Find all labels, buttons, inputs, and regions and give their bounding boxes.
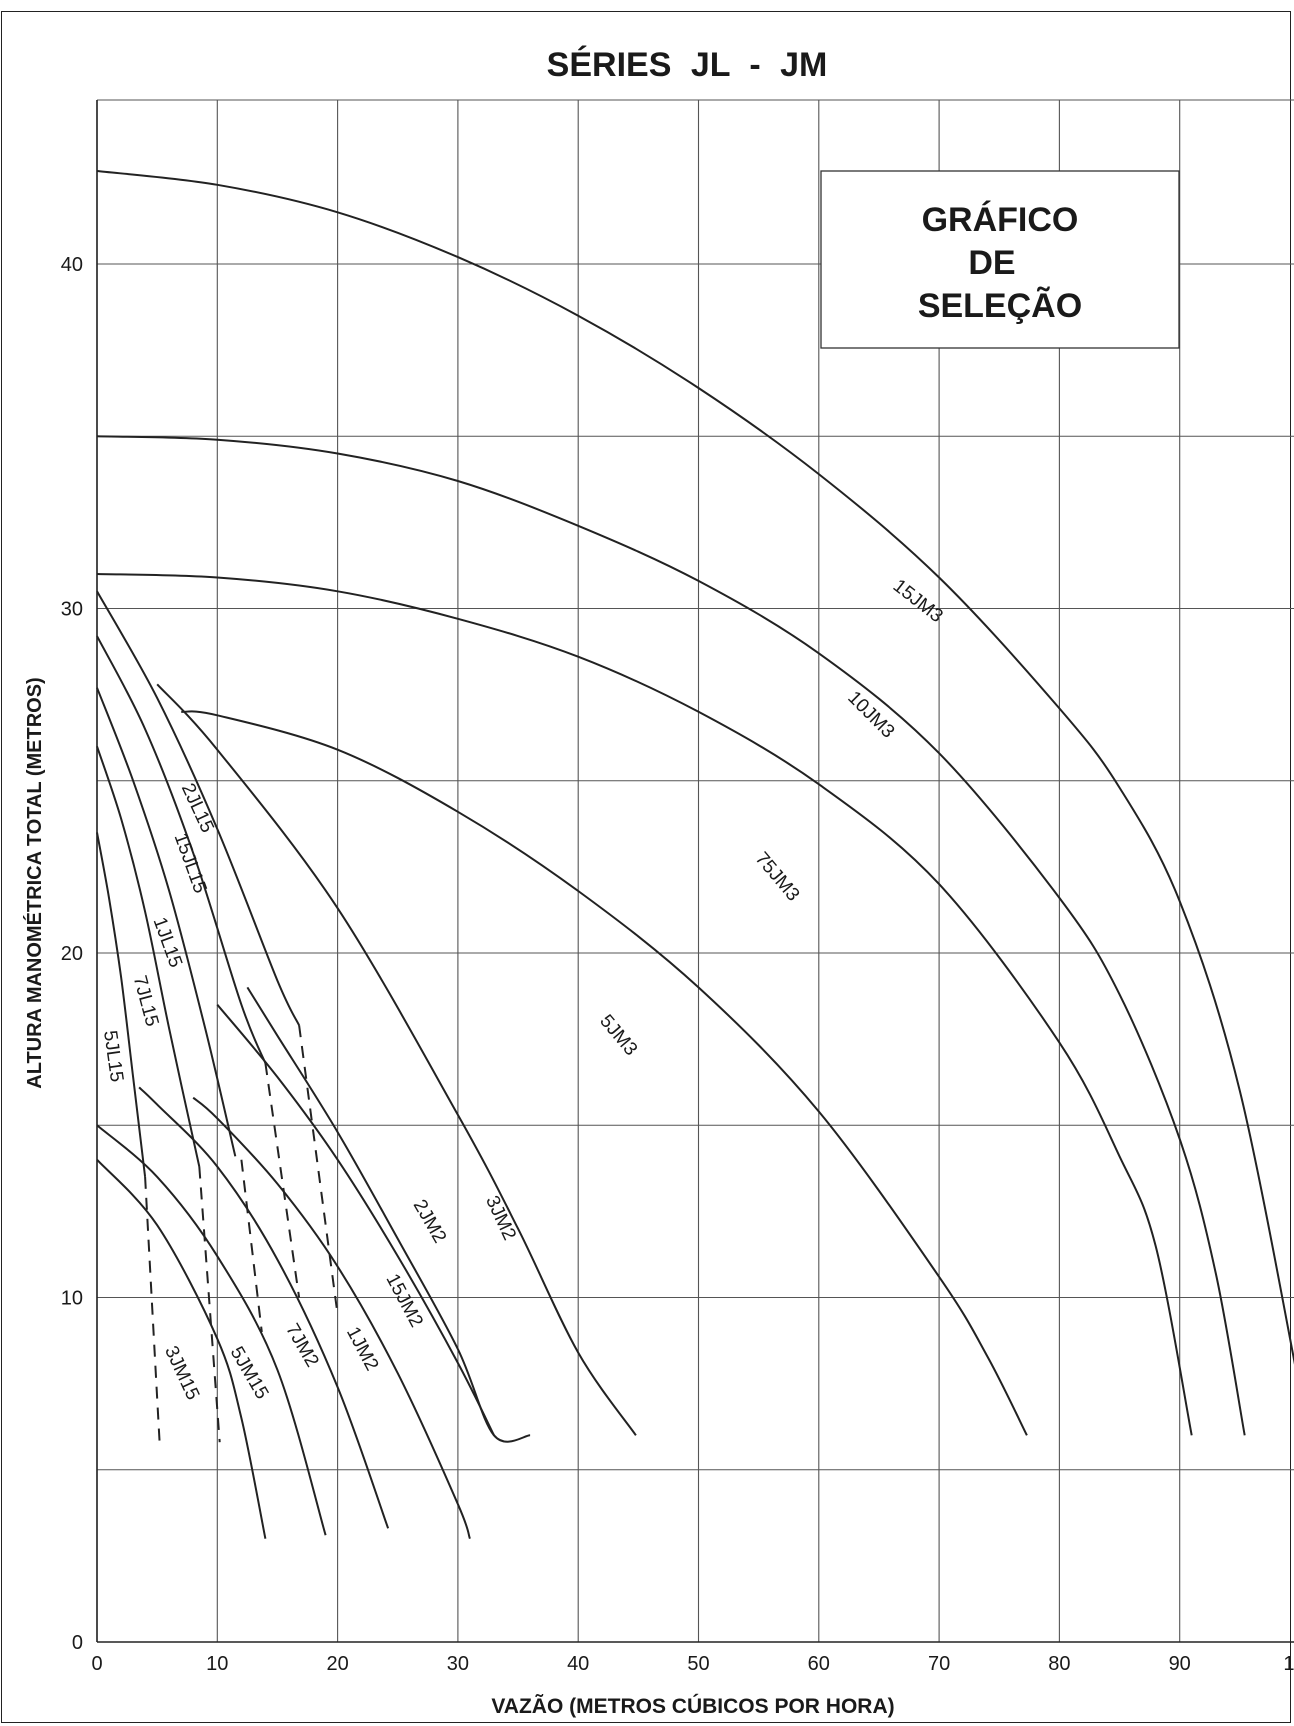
curves: [96, 170, 1294, 1540]
curve-75jm3: [96, 573, 1193, 1436]
axes: 0 10 20 30 40 50 60 70 80 90 100 0 10 20 30 40: [61, 100, 1294, 1675]
curve-label-5jm15: 5JM15: [226, 1343, 273, 1403]
curve-label-7jm2: 7JM2: [281, 1320, 322, 1371]
x-tick-label: 30: [447, 1653, 469, 1675]
curve-5jm3: [181, 710, 1028, 1436]
x-tick-label: 90: [1169, 1653, 1191, 1675]
curve-1jm2: [192, 1096, 471, 1540]
curve-label-75jm3: 75JM3: [751, 848, 804, 905]
y-tick-label: 10: [61, 1288, 83, 1310]
curve-5jm15: [96, 1124, 327, 1536]
curve-label-5jm3: 5JM3: [595, 1011, 641, 1060]
curve-7jm2: [138, 1086, 390, 1529]
curve-label-2jm2: 2JM2: [409, 1196, 450, 1247]
curve-2jl15: [96, 590, 300, 1026]
curve-15jm2: [216, 1004, 495, 1436]
curve-3jm15: [96, 1159, 267, 1539]
y-tick-label: 40: [61, 254, 83, 276]
dashed-link-1: [144, 1176, 161, 1443]
curve-label-7jl15: 7JL15: [129, 973, 163, 1028]
x-axis-label: VAZÃO (METROS CÚBICOS POR HORA): [491, 1694, 894, 1718]
x-tick-label: 100: [1283, 1653, 1294, 1675]
curve-label-3jm15: 3JM15: [160, 1343, 203, 1404]
curve-15jl15: [96, 635, 267, 1064]
x-tick-label: 80: [1048, 1653, 1070, 1675]
curve-label-15jm3: 15JM3: [889, 575, 947, 627]
curve-label-15jl15: 15JL15: [170, 830, 211, 896]
x-tick-label: 40: [567, 1653, 589, 1675]
x-tick-label: 60: [808, 1653, 830, 1675]
dashed-link-5: [298, 1025, 339, 1315]
x-tick-label: 50: [687, 1653, 709, 1675]
x-tick-label: 10: [206, 1653, 228, 1675]
curve-label-1jl15: 1JL15: [149, 915, 186, 971]
curve-5jl15: [96, 832, 147, 1178]
curve-3jm2: [156, 683, 637, 1436]
dashed-link-4: [264, 1063, 301, 1298]
chart-title: SÉRIES JL - JM: [546, 46, 828, 84]
curve-label-10jm3: 10JM3: [843, 687, 898, 742]
selection-box-line-3: SELEÇÃO: [918, 287, 1082, 325]
x-tick-label: 0: [91, 1653, 102, 1675]
selection-box: [820, 170, 1180, 349]
y-tick-label: 30: [61, 599, 83, 621]
curve-labels: 15JM310JM375JM35JM33JM22JL1515JL151JL157…: [99, 575, 947, 1403]
curve-label-3jm2: 3JM2: [481, 1193, 520, 1244]
selection-box-line-1: GRÁFICO: [922, 201, 1079, 239]
x-tick-label: 20: [326, 1653, 348, 1675]
curve-7jl15: [96, 745, 201, 1167]
y-axis-label: ALTURA MANOMÉTRICA TOTAL (METROS): [23, 677, 46, 1088]
x-tick-label: 70: [928, 1653, 950, 1675]
curve-10jm3: [96, 435, 1246, 1436]
y-tick-label: 0: [72, 1632, 83, 1654]
dashed-link-2: [198, 1166, 221, 1443]
dashed-link-3: [240, 1159, 263, 1333]
curve-label-2jl15: 2JL15: [177, 780, 218, 836]
y-tick-label: 20: [61, 943, 83, 965]
selection-box-line-2: DE: [968, 244, 1015, 282]
curve-1jl15: [96, 687, 237, 1157]
chart-frame: [1, 11, 1291, 1723]
curve-label-5jl15: 5JL15: [99, 1029, 127, 1083]
curve-15jm3: [96, 170, 1294, 1365]
